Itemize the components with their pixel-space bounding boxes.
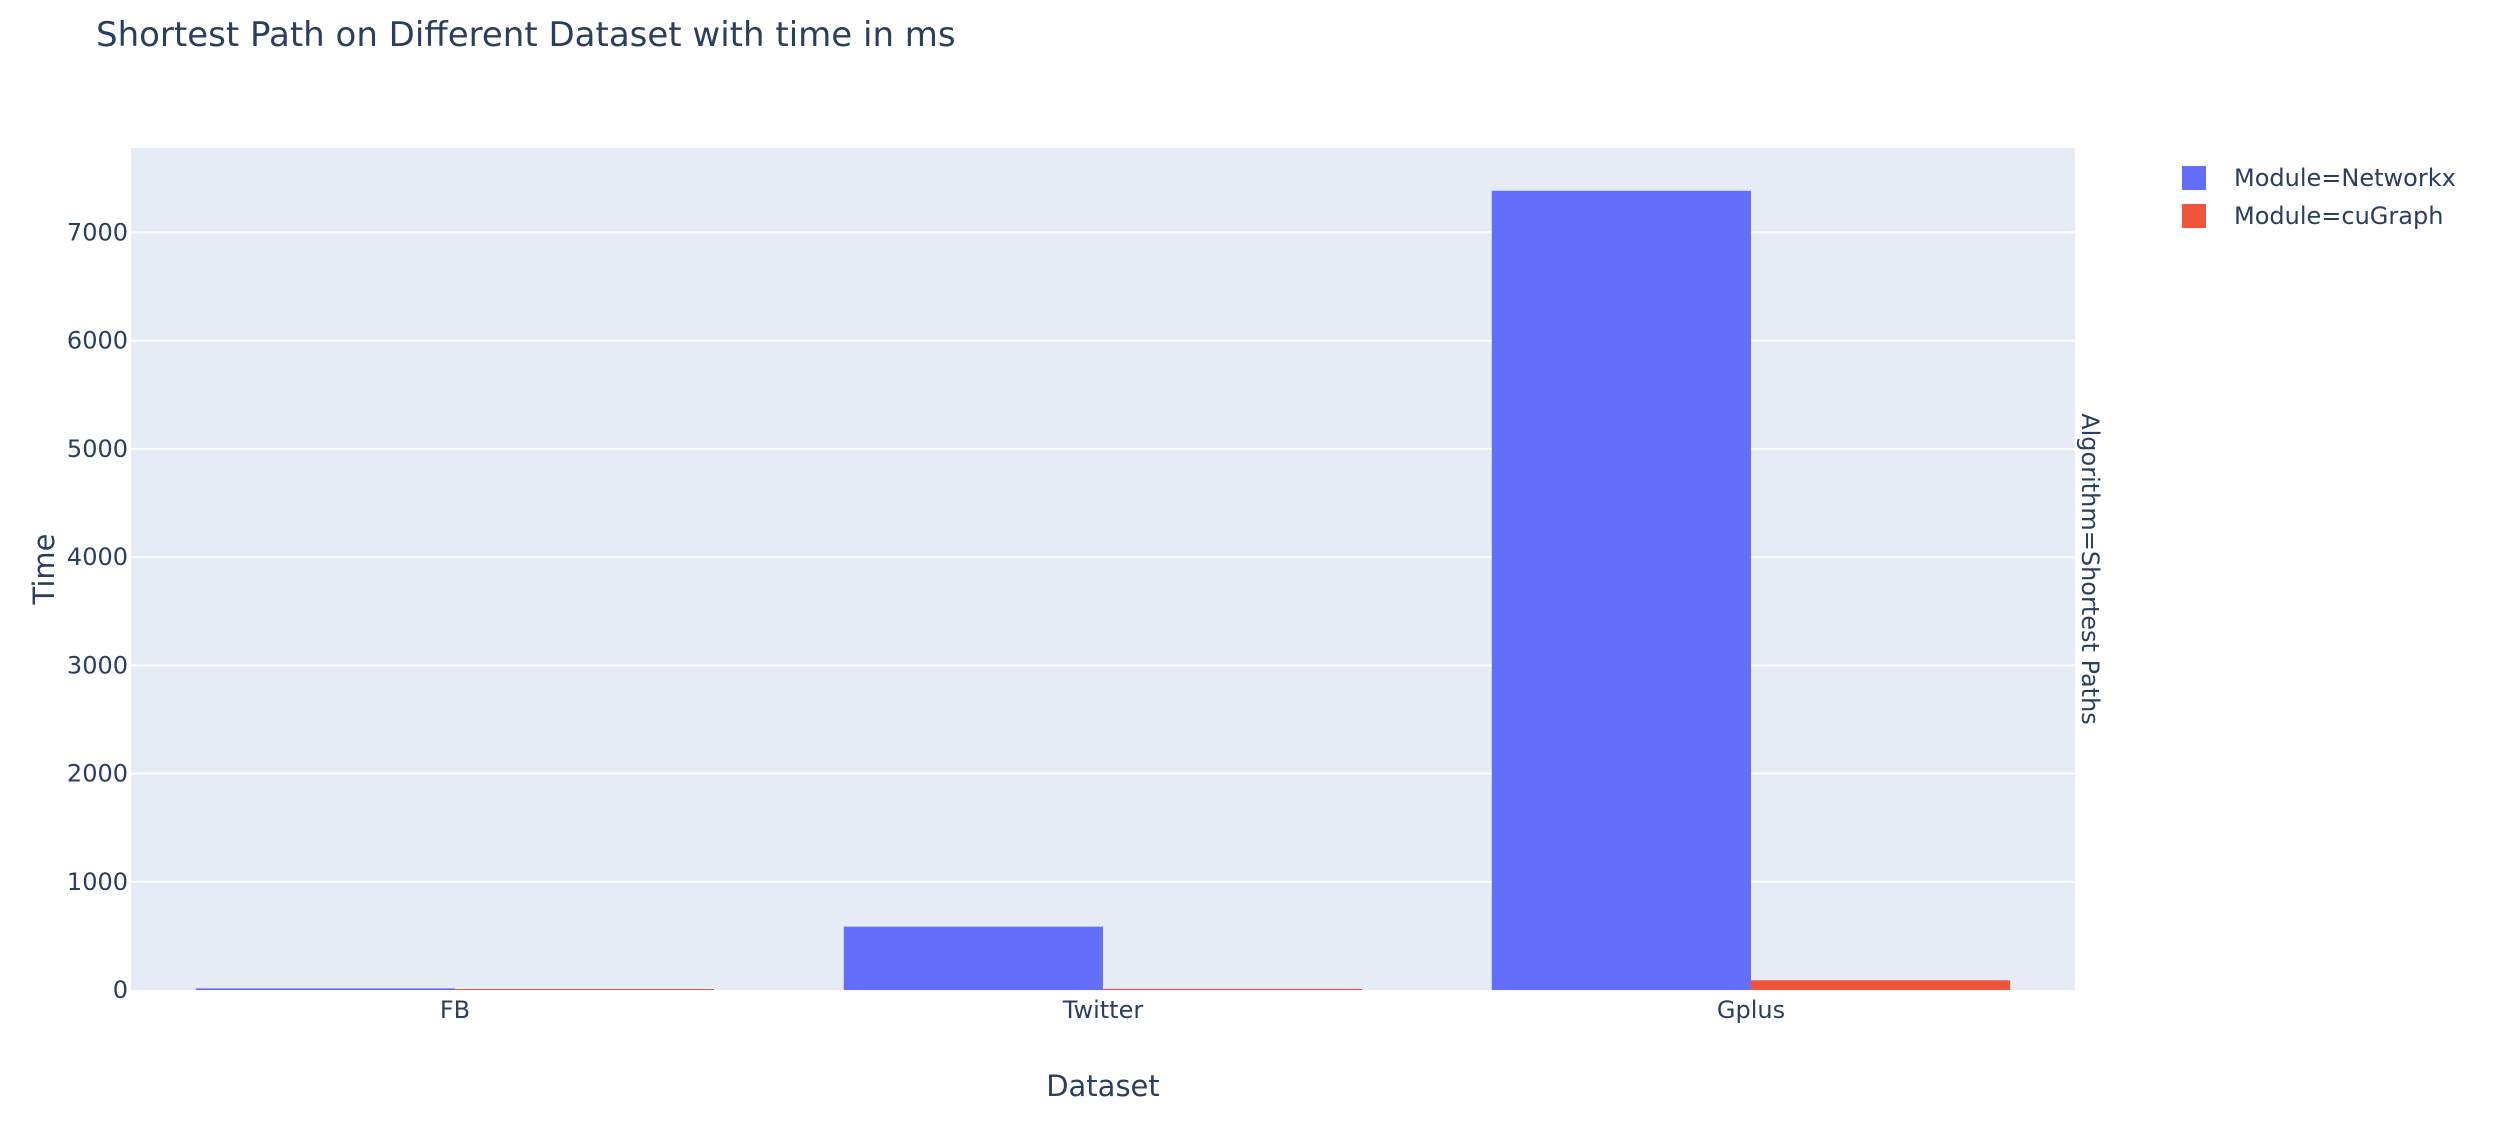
- x-tick-label: FB: [440, 996, 470, 1024]
- y-tick-label: 3000: [67, 651, 128, 679]
- bar-module-cugraph-twitter: [1103, 988, 1363, 990]
- bar-module-cugraph-gplus: [1751, 980, 2011, 990]
- legend-swatch: [2182, 166, 2206, 190]
- y-tick-label: 5000: [67, 435, 128, 463]
- y-tick-label: 1000: [67, 868, 128, 896]
- gridlines: [131, 231, 2075, 883]
- y-tick-label: 6000: [67, 327, 128, 355]
- legend-item-label: Module=cuGraph: [2234, 202, 2443, 230]
- chart-title: Shortest Path on Different Dataset with …: [96, 15, 956, 55]
- y-tick-label: 0: [113, 976, 128, 1004]
- legend-swatch: [2182, 204, 2206, 228]
- x-tick-label: Gplus: [1717, 996, 1785, 1024]
- bar-module-cugraph-fb: [455, 989, 715, 990]
- y-axis-ticks: 0 1000 2000 3000 4000 5000 6000 7000: [67, 218, 128, 1004]
- bars: [195, 190, 2011, 990]
- y-axis-title: Time: [27, 534, 61, 606]
- facet-label: Algorithm=Shortest Paths: [2076, 413, 2104, 725]
- y-tick-label: 4000: [67, 543, 128, 571]
- x-axis-ticks: FB Twitter Gplus: [440, 996, 1785, 1024]
- legend-item-label: Module=Networkx: [2234, 164, 2456, 192]
- x-tick-label: Twitter: [1062, 996, 1144, 1024]
- y-tick-label: 7000: [67, 218, 128, 246]
- bar-module-networkx-fb: [195, 988, 456, 990]
- x-axis-title: Dataset: [1046, 1069, 1160, 1103]
- bar-module-networkx-gplus: [1491, 190, 1751, 990]
- legend: Module=Networkx Module=cuGraph: [2182, 164, 2456, 230]
- bar-module-networkx-twitter: [843, 926, 1103, 990]
- y-tick-label: 2000: [67, 760, 128, 788]
- plot-area: [131, 148, 2075, 990]
